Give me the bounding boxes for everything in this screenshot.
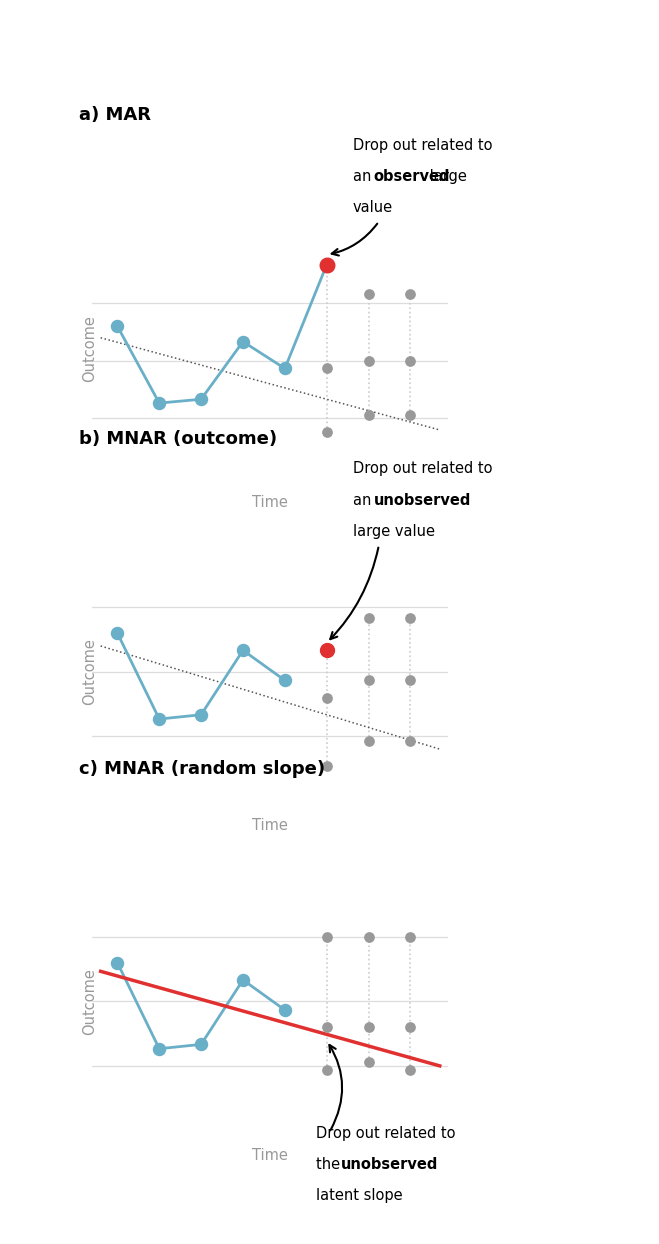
Text: large value: large value [353, 524, 434, 539]
Text: Drop out related to: Drop out related to [353, 462, 492, 476]
Point [405, 404, 416, 424]
Point [322, 688, 332, 708]
Point [363, 351, 374, 371]
Point [405, 608, 416, 628]
Point [279, 671, 290, 690]
Text: Time: Time [252, 495, 288, 510]
Point [322, 1060, 332, 1080]
Point [112, 316, 123, 336]
Point [112, 953, 123, 973]
Point [405, 1018, 416, 1037]
Point [238, 641, 248, 661]
Point [405, 1060, 416, 1080]
Text: Time: Time [252, 819, 288, 833]
Y-axis label: Outcome: Outcome [82, 968, 97, 1035]
Point [322, 641, 332, 661]
Point [112, 623, 123, 643]
Point [363, 1051, 374, 1071]
Point [154, 709, 165, 729]
Point [363, 927, 374, 947]
Point [322, 422, 332, 442]
Text: b) MNAR (outcome): b) MNAR (outcome) [79, 430, 277, 448]
Point [405, 730, 416, 750]
Point [363, 730, 374, 750]
Text: unobserved: unobserved [374, 493, 471, 508]
Point [238, 332, 248, 352]
Point [154, 1039, 165, 1059]
Text: large: large [425, 169, 467, 184]
Point [322, 255, 332, 275]
Point [196, 1035, 206, 1055]
Point [405, 671, 416, 690]
Text: the: the [316, 1157, 345, 1172]
Point [405, 927, 416, 947]
Point [405, 284, 416, 304]
Point [322, 255, 332, 275]
Text: Drop out related to: Drop out related to [316, 1126, 456, 1141]
Point [322, 756, 332, 776]
Point [322, 1018, 332, 1037]
Text: Drop out related to: Drop out related to [353, 138, 492, 153]
Point [279, 1000, 290, 1020]
Text: observed: observed [374, 169, 450, 184]
Text: unobserved: unobserved [341, 1157, 439, 1172]
Y-axis label: Outcome: Outcome [82, 638, 97, 705]
Point [363, 284, 374, 304]
Point [154, 393, 165, 413]
Point [196, 389, 206, 409]
Y-axis label: Outcome: Outcome [82, 315, 97, 382]
Point [405, 351, 416, 371]
Text: value: value [353, 200, 393, 215]
Point [363, 608, 374, 628]
Text: Time: Time [252, 1148, 288, 1163]
Text: an: an [353, 169, 376, 184]
Point [363, 1018, 374, 1037]
Point [279, 358, 290, 378]
Point [363, 404, 374, 424]
Point [363, 671, 374, 690]
Point [322, 927, 332, 947]
Text: an: an [353, 493, 376, 508]
Point [322, 641, 332, 661]
Text: a) MAR: a) MAR [79, 107, 151, 124]
Point [238, 970, 248, 990]
Text: c) MNAR (random slope): c) MNAR (random slope) [79, 760, 325, 778]
Point [322, 358, 332, 378]
Point [196, 705, 206, 725]
Text: latent slope: latent slope [316, 1188, 403, 1203]
